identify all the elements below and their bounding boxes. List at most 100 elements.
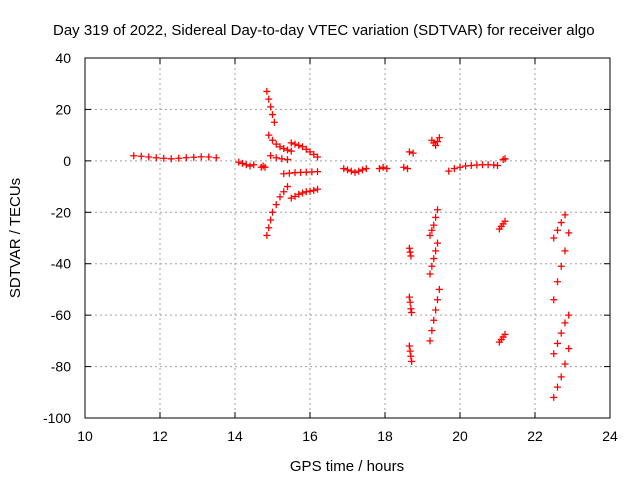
data-point [355,167,363,175]
series-arc-18.7-b [405,293,416,317]
data-point [235,158,243,166]
data-point [550,234,558,242]
data-point [310,150,318,158]
data-point [287,147,295,155]
data-point [434,239,441,247]
data-point [291,192,299,200]
data-point [557,262,565,270]
series-arc-21.1-b [495,330,509,346]
data-point [430,316,438,324]
data-point [263,231,271,239]
data-point [197,153,205,161]
data-point [306,148,314,156]
data-point [565,311,573,319]
series-arc-22.5-d [550,345,573,401]
x-tick-label: 22 [527,428,543,444]
data-point [295,141,303,149]
data-point [267,216,275,224]
data-point [565,345,573,353]
data-point [265,131,273,139]
data-point [561,247,569,255]
series-arc-14.9-asc [263,183,291,239]
series-arc-19.3-c [426,285,443,345]
data-point [272,140,280,148]
data-point [426,337,434,345]
axis-ticks: 10 12 14 16 18 20 22 24 -100 -80 -60 -40 -20 0 20 40 [43,50,618,444]
series-arc-19.3-b [426,239,441,278]
series-arc-11-13 [130,152,220,163]
data-point [276,193,284,201]
data-point [359,166,366,174]
y-tick-label: -20 [51,204,71,220]
data-point [137,152,145,160]
data-point [362,165,370,173]
data-point [295,190,303,198]
x-tick-label: 18 [377,428,393,444]
series-arc-18.7-pos [405,148,417,157]
data-point [182,154,190,162]
data-point [250,161,258,169]
data-point [408,357,416,365]
data-point [554,278,561,286]
data-point [280,145,288,153]
data-point [428,327,436,335]
data-point [501,217,509,225]
data-point [434,296,441,304]
data-point [267,152,275,160]
data-point [272,201,280,209]
data-point [406,298,414,306]
data-point [405,342,413,350]
data-point [284,156,291,164]
data-point [284,146,291,154]
data-point [430,221,438,229]
data-point [242,161,250,169]
data-point [550,393,558,401]
series-arc-17.8-18 [375,163,391,173]
data-point [550,350,558,358]
data-point [432,213,440,221]
data-point [299,143,306,151]
y-tick-label: 0 [63,153,71,169]
data-point [400,163,408,171]
y-tick-label: -40 [51,256,71,272]
data-point [434,206,441,214]
data-point [287,139,295,147]
series-arc-18.7-a [405,244,415,260]
data-point [404,165,411,173]
series-arc-18.5 [400,163,411,173]
x-tick-label: 16 [302,428,318,444]
series-arc-19.3-a [426,206,441,239]
series-arc-21.1-a [495,217,509,233]
x-tick-label: 10 [77,428,93,444]
y-tick-label: 20 [55,101,71,117]
data-point [456,163,464,171]
series-arc-15.3-16.2-low [280,168,321,178]
data-point [501,155,509,163]
data-point [344,166,351,174]
data-point [306,187,314,195]
y-tick-label: 40 [55,50,71,66]
data-point [409,149,417,157]
series-arc-19.7-21 [445,161,501,175]
series-arc-21.2-pos [499,155,509,164]
data-point [426,270,434,278]
series-arc-22.5-b [550,229,573,304]
data-point [557,329,565,337]
data-point [406,347,414,355]
series-arc-15-mid [267,152,291,164]
data-point [432,247,440,255]
data-point [494,161,501,169]
data-point [428,226,436,234]
data-point [276,143,284,151]
data-point [557,219,565,227]
data-point [445,167,453,175]
data-point [130,152,138,160]
data-point [265,224,273,232]
data-point [278,155,286,163]
data-point [167,155,175,163]
x-tick-label: 20 [452,428,468,444]
data-point [314,168,321,176]
series-arc-17-17.4 [340,165,370,176]
data-point [430,255,438,263]
